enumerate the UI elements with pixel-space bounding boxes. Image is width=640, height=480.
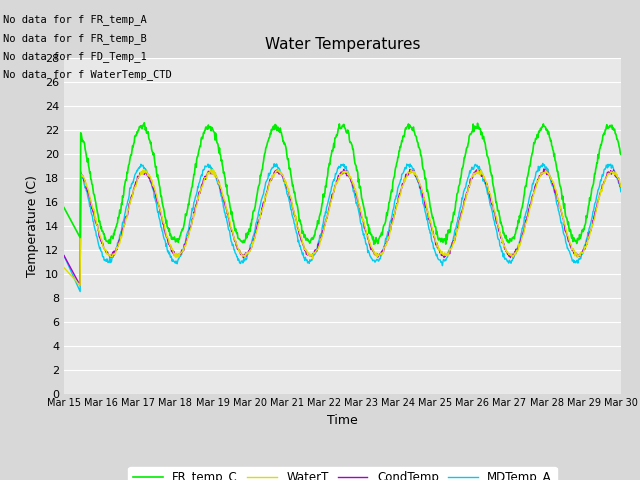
WaterT	[307, 252, 314, 257]
FR_temp_C	[306, 240, 314, 246]
Line: FR_temp_C: FR_temp_C	[64, 123, 621, 244]
MDTemp_A	[306, 257, 314, 263]
MDTemp_A	[118, 228, 125, 234]
Text: No data for f WaterTemp_CTD: No data for f WaterTemp_CTD	[3, 69, 172, 80]
WaterT	[287, 192, 294, 198]
Title: Water Temperatures: Water Temperatures	[265, 37, 420, 52]
FR_temp_C	[370, 241, 378, 247]
Line: CondTemp: CondTemp	[64, 169, 621, 286]
CondTemp	[118, 233, 125, 239]
Text: No data for f FD_Temp_1: No data for f FD_Temp_1	[3, 51, 147, 62]
Text: No data for f FR_temp_A: No data for f FR_temp_A	[3, 14, 147, 25]
WaterT	[617, 184, 625, 190]
Line: WaterT: WaterT	[64, 169, 621, 286]
MDTemp_A	[443, 255, 451, 261]
MDTemp_A	[539, 160, 547, 166]
X-axis label: Time: Time	[327, 414, 358, 427]
MDTemp_A	[286, 200, 294, 205]
CondTemp	[617, 184, 625, 190]
FR_temp_C	[495, 212, 503, 218]
Y-axis label: Temperature (C): Temperature (C)	[26, 175, 39, 276]
WaterT	[495, 225, 503, 230]
FR_temp_C	[60, 205, 68, 211]
MDTemp_A	[60, 252, 68, 258]
CondTemp	[306, 253, 314, 259]
WaterT	[76, 283, 84, 288]
Line: MDTemp_A: MDTemp_A	[64, 163, 621, 292]
WaterT	[444, 250, 451, 256]
CondTemp	[76, 283, 84, 288]
MDTemp_A	[76, 289, 84, 295]
Text: No data for f FR_temp_B: No data for f FR_temp_B	[3, 33, 147, 44]
CondTemp	[443, 252, 451, 257]
CondTemp	[505, 253, 513, 259]
FR_temp_C	[140, 120, 148, 126]
CondTemp	[286, 193, 294, 199]
WaterT	[207, 167, 214, 172]
FR_temp_C	[286, 165, 294, 171]
WaterT	[118, 235, 125, 240]
WaterT	[60, 265, 68, 271]
FR_temp_C	[117, 207, 125, 213]
FR_temp_C	[444, 233, 451, 239]
WaterT	[506, 251, 513, 257]
MDTemp_A	[617, 189, 625, 194]
Legend: FR_temp_C, WaterT, CondTemp, MDTemp_A: FR_temp_C, WaterT, CondTemp, MDTemp_A	[128, 467, 557, 480]
MDTemp_A	[505, 260, 513, 266]
CondTemp	[60, 252, 68, 258]
CondTemp	[495, 228, 502, 234]
MDTemp_A	[495, 237, 502, 242]
CondTemp	[540, 166, 548, 172]
FR_temp_C	[617, 151, 625, 157]
FR_temp_C	[506, 240, 513, 246]
